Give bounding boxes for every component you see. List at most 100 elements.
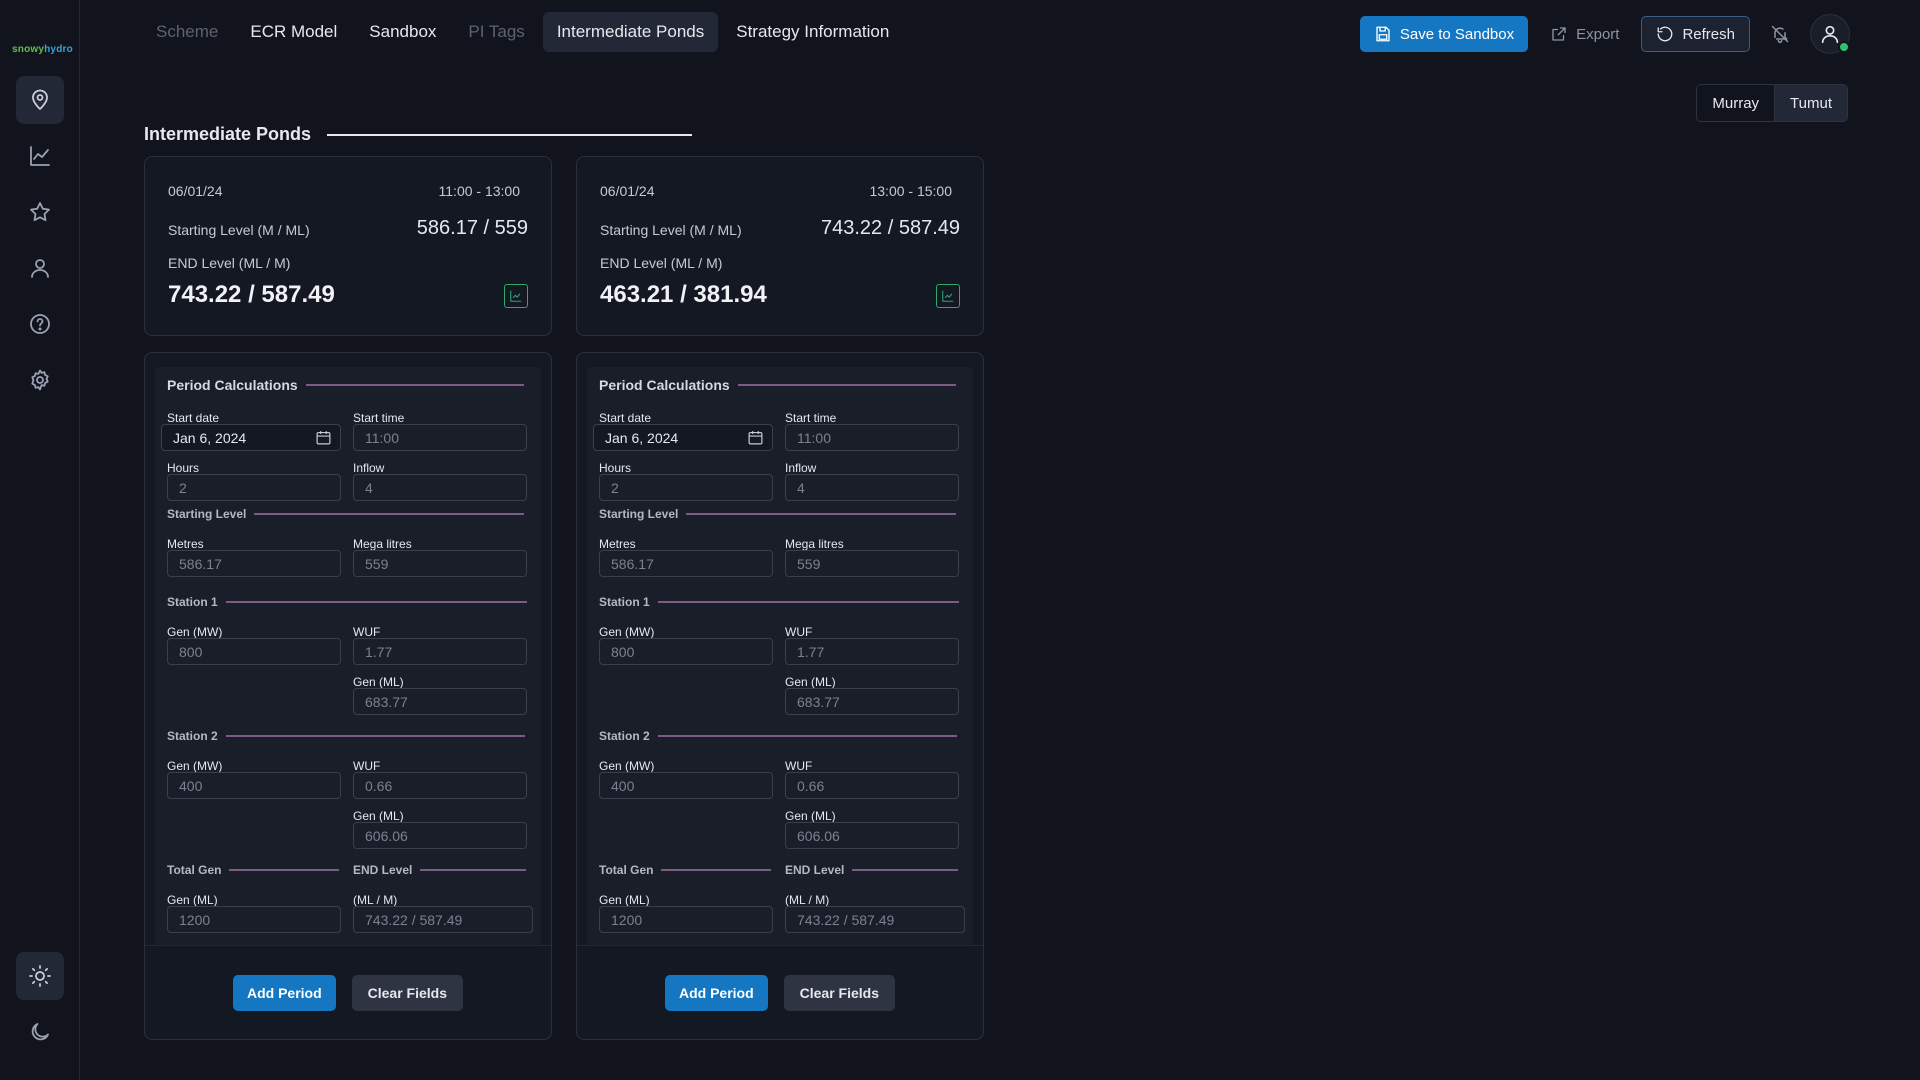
inflow-label: Inflow xyxy=(785,461,817,475)
station-2-wuf-label: WUF xyxy=(353,759,381,773)
total-gen-title: Total Gen xyxy=(599,863,654,877)
header-rule xyxy=(657,735,957,737)
export-button[interactable]: Export xyxy=(1540,16,1629,52)
period-calculations-panel-1: Period Calculations Start date Start tim… xyxy=(144,352,552,1040)
station-1-title: Station 1 xyxy=(167,595,218,609)
station-1-title: Station 1 xyxy=(599,595,650,609)
refresh-icon xyxy=(1658,26,1673,42)
metres-input[interactable]: 586.17 xyxy=(167,550,341,577)
save-icon xyxy=(1376,26,1390,42)
station-1-gen-mw-input[interactable]: 800 xyxy=(599,638,773,665)
station-1-gen-ml-input[interactable]: 683.77 xyxy=(353,688,527,715)
station-2-title: Station 2 xyxy=(599,729,650,743)
station-2-wuf-input[interactable]: 0.66 xyxy=(353,772,527,799)
inflow-input[interactable]: 4 xyxy=(785,474,959,501)
map-pin-icon[interactable] xyxy=(16,76,64,124)
chart-icon[interactable] xyxy=(936,284,960,308)
clear-fields-button[interactable]: Clear Fields xyxy=(351,974,464,1011)
period-calculations-panel-2: Period Calculations Start date Start tim… xyxy=(576,352,984,1040)
station-2-gen-mw-input[interactable]: 400 xyxy=(599,772,773,799)
period-calculations-form: Period Calculations Start date Start tim… xyxy=(155,367,541,945)
start-date-picker[interactable]: Jan 6, 2024 xyxy=(593,424,773,451)
user-avatar[interactable] xyxy=(1810,14,1850,54)
inflow-input[interactable]: 4 xyxy=(353,474,527,501)
station-1-wuf-label: WUF xyxy=(785,625,813,639)
station-1-wuf-input[interactable]: 1.77 xyxy=(785,638,959,665)
settings-gear-icon[interactable] xyxy=(16,356,64,404)
user-avatar-icon xyxy=(1821,25,1839,44)
start-time-input[interactable]: 11:00 xyxy=(353,424,527,451)
star-icon[interactable] xyxy=(16,188,64,236)
end-level-input[interactable]: 743.22 / 587.49 xyxy=(353,906,533,933)
header-rule xyxy=(852,869,959,871)
tab-intermediate-ponds[interactable]: Intermediate Ponds xyxy=(542,12,719,52)
end-level-input[interactable]: 743.22 / 587.49 xyxy=(785,906,965,933)
tab-sandbox[interactable]: Sandbox xyxy=(369,22,437,41)
total-gen-ml-input[interactable]: 1200 xyxy=(167,906,341,933)
station-2-gen-mw-label: Gen (MW) xyxy=(167,759,223,773)
add-period-button[interactable]: Add Period xyxy=(664,974,768,1011)
tab-ecr-model[interactable]: ECR Model xyxy=(250,22,338,41)
region-murray-button[interactable]: Murray xyxy=(1697,85,1775,121)
station-1-gen-mw-input[interactable]: 800 xyxy=(167,638,341,665)
period-calculations-header: Period Calculations xyxy=(599,377,956,393)
end-level-value: 463.21 / 381.94 xyxy=(600,281,767,308)
refresh-button[interactable]: Refresh xyxy=(1641,16,1750,52)
mega-litres-input[interactable]: 559 xyxy=(785,550,959,577)
hours-input[interactable]: 2 xyxy=(167,474,341,501)
start-time-input[interactable]: 11:00 xyxy=(785,424,959,451)
sun-light-mode-icon[interactable] xyxy=(16,952,64,1000)
period-calculations-form: Period Calculations Start date Start tim… xyxy=(587,367,973,945)
station-2-gen-mw-input[interactable]: 400 xyxy=(167,772,341,799)
station-1-header: Station 1 xyxy=(599,595,959,609)
station-2-gen-ml-input[interactable]: 606.06 xyxy=(353,822,527,849)
start-date-picker[interactable]: Jan 6, 2024 xyxy=(161,424,341,451)
station-1-gen-mw-label: Gen (MW) xyxy=(599,625,655,639)
header-rule xyxy=(657,601,959,603)
period-calculations-title: Period Calculations xyxy=(167,377,298,393)
clear-fields-button[interactable]: Clear Fields xyxy=(783,974,896,1011)
help-icon[interactable] xyxy=(16,300,64,348)
save-to-sandbox-button[interactable]: Save to Sandbox xyxy=(1359,16,1529,52)
mega-litres-input[interactable]: 559 xyxy=(353,550,527,577)
online-status-dot xyxy=(1838,41,1850,53)
station-1-gen-ml-input[interactable]: 683.77 xyxy=(785,688,959,715)
chart-icon[interactable] xyxy=(504,284,528,308)
end-level-unit-label: (ML / M) xyxy=(353,893,398,907)
hours-input[interactable]: 2 xyxy=(599,474,773,501)
trending-chart-icon[interactable] xyxy=(16,132,64,180)
header-rule xyxy=(225,735,525,737)
tab-scheme[interactable]: Scheme xyxy=(156,22,219,41)
start-date-value: Jan 6, 2024 xyxy=(173,429,247,446)
panel-footer: Add Period Clear Fields xyxy=(577,945,983,1039)
export-label: Export xyxy=(1576,25,1620,43)
start-date-value: Jan 6, 2024 xyxy=(605,429,679,446)
summary-time-range: 11:00 - 13:00 xyxy=(438,183,520,199)
tab-pi-tags[interactable]: PI Tags xyxy=(468,22,525,41)
section-title: Intermediate Ponds xyxy=(144,124,693,145)
calendar-icon xyxy=(316,431,331,445)
station-2-wuf-input[interactable]: 0.66 xyxy=(785,772,959,799)
notifications-off-icon[interactable] xyxy=(1762,16,1798,52)
station-1-wuf-input[interactable]: 1.77 xyxy=(353,638,527,665)
starting-level-title: Starting Level xyxy=(599,507,679,521)
station-1-gen-ml-label: Gen (ML) xyxy=(785,675,836,689)
tab-strategy-information[interactable]: Strategy Information xyxy=(736,22,890,41)
region-tumut-button[interactable]: Tumut xyxy=(1774,85,1847,121)
summary-date: 06/01/24 xyxy=(600,183,655,199)
start-date-label: Start date xyxy=(599,411,652,425)
mega-litres-label: Mega litres xyxy=(353,537,412,551)
end-level-title: END Level xyxy=(353,863,413,877)
header-rule xyxy=(254,513,525,515)
user-icon[interactable] xyxy=(16,244,64,292)
total-gen-ml-input[interactable]: 1200 xyxy=(599,906,773,933)
starting-level-title: Starting Level xyxy=(167,507,247,521)
metres-input[interactable]: 586.17 xyxy=(599,550,773,577)
period-calculations-header: Period Calculations xyxy=(167,377,524,393)
metres-label: Metres xyxy=(599,537,636,551)
header-rule xyxy=(229,869,340,871)
station-2-gen-ml-input[interactable]: 606.06 xyxy=(785,822,959,849)
add-period-button[interactable]: Add Period xyxy=(232,974,336,1011)
pond-summary-card-1: 06/01/24 11:00 - 13:00 Starting Level (M… xyxy=(144,156,552,336)
moon-dark-mode-icon[interactable] xyxy=(16,1008,64,1056)
